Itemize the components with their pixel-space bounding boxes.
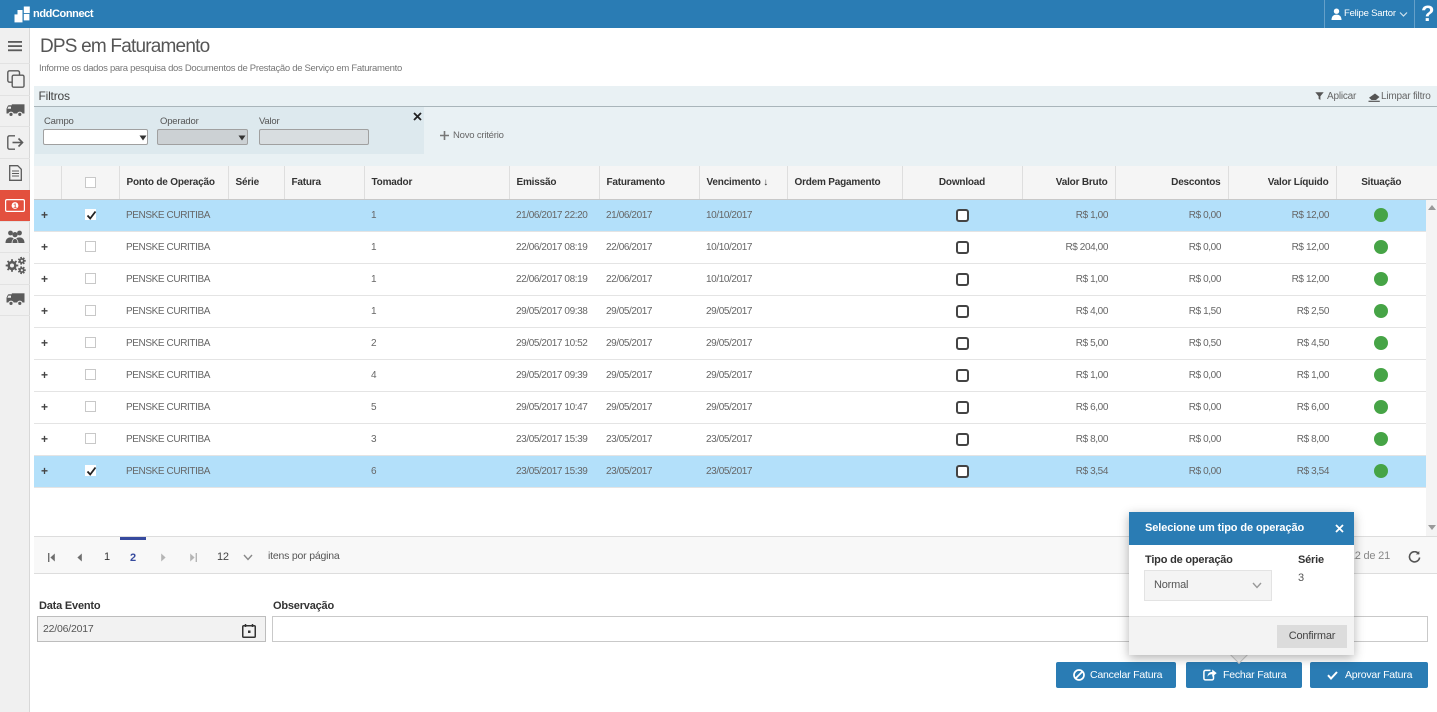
svg-text:1: 1 (13, 203, 17, 210)
